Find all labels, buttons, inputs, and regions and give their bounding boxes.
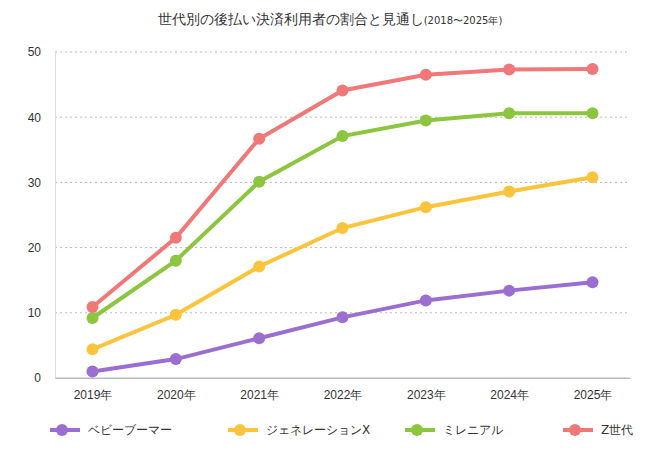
point <box>170 353 182 365</box>
grid-line <box>55 247 630 248</box>
grid-line <box>55 182 630 183</box>
y-tick-label: 50 <box>28 45 42 59</box>
legend-marker <box>569 424 581 436</box>
y-tick-label: 30 <box>28 176 42 190</box>
y-tick: 10 <box>28 306 55 320</box>
chart: 世代別の後払い決済利用者の割合と見通し(2018〜2025年) 0 10 20 30 40… <box>0 0 660 450</box>
x-tick: 2024年 <box>490 378 529 402</box>
series-line <box>93 69 593 307</box>
x-axis-line <box>56 378 631 379</box>
point <box>87 312 99 324</box>
series-line <box>93 113 593 318</box>
grid <box>55 52 630 378</box>
point <box>253 261 265 273</box>
x-tick-label: 2022年 <box>324 388 363 402</box>
x-tick-label: 2025年 <box>574 388 613 402</box>
y-axis: 0 10 20 30 40 50 <box>28 45 56 385</box>
x-tick-label: 2021年 <box>240 388 279 402</box>
point <box>253 332 265 344</box>
y-tick-label: 40 <box>28 111 42 125</box>
y-tick: 0 <box>34 371 55 385</box>
series <box>87 107 599 324</box>
x-tick: 2025年 <box>574 378 613 402</box>
legend-label: ジェネレーションX <box>266 423 370 437</box>
point <box>587 107 599 119</box>
y-tick: 50 <box>28 45 55 59</box>
point <box>337 222 349 234</box>
point <box>170 309 182 321</box>
x-tick-label: 2019年 <box>74 388 113 402</box>
x-tick: 2023年 <box>407 378 446 402</box>
x-tick-label: 2020年 <box>157 388 196 402</box>
legend-entry: Z世代 <box>563 423 633 437</box>
point <box>337 130 349 142</box>
title: 世代別の後払い決済利用者の割合と見通し <box>158 11 424 27</box>
point <box>587 276 599 288</box>
point <box>253 133 265 145</box>
point <box>503 285 515 297</box>
x-tick: 2021年 <box>240 378 279 402</box>
title-line: 世代別の後払い決済利用者の割合と見通し(2018〜2025年) <box>158 11 503 27</box>
x-tick-label: 2024年 <box>490 388 529 402</box>
point <box>337 84 349 96</box>
y-tick: 20 <box>28 241 55 255</box>
point <box>420 294 432 306</box>
point <box>337 311 349 323</box>
legend-label: ミレニアル <box>443 423 503 437</box>
y-tick-label: 0 <box>34 371 41 385</box>
point <box>87 343 99 355</box>
point <box>420 201 432 213</box>
y-tick: 40 <box>28 111 55 125</box>
y-tick-label: 20 <box>28 241 42 255</box>
series-line <box>93 282 593 371</box>
series <box>87 276 599 377</box>
grid-line <box>55 378 630 379</box>
point <box>87 301 99 313</box>
legend-entry: ベビーブーマー <box>50 423 172 437</box>
point <box>420 114 432 126</box>
x-tick-label: 2023年 <box>407 388 446 402</box>
y-tick-label: 10 <box>28 306 42 320</box>
series <box>87 63 599 313</box>
plot-area <box>87 63 599 378</box>
point <box>170 232 182 244</box>
legend-marker <box>411 424 423 436</box>
point <box>87 365 99 377</box>
y-axis-line <box>55 53 56 379</box>
grid-line <box>55 117 630 118</box>
x-tick: 2020年 <box>157 378 196 402</box>
x-tick: 2022年 <box>324 378 363 402</box>
legend-marker <box>234 424 246 436</box>
subtitle: (2018〜2025年) <box>424 15 503 26</box>
series <box>87 171 599 355</box>
x-axis: 2019年 2020年 2021年 2022年 2023年 2024年 2025年 <box>56 378 631 402</box>
point <box>587 63 599 75</box>
point <box>587 171 599 183</box>
legend-entry: ジェネレーションX <box>228 423 370 437</box>
point <box>253 176 265 188</box>
legend: ベビーブーマー ジェネレーションX ミレニアル Z世代 <box>50 423 633 437</box>
x-tick: 2019年 <box>74 378 113 402</box>
point <box>503 107 515 119</box>
point <box>420 69 432 81</box>
grid-line <box>55 52 630 53</box>
series-line <box>93 177 593 349</box>
legend-marker <box>56 424 68 436</box>
legend-label: ベビーブーマー <box>88 423 172 437</box>
legend-label: Z世代 <box>601 423 633 437</box>
y-tick: 30 <box>28 176 55 190</box>
legend-entry: ミレニアル <box>405 423 503 437</box>
point <box>503 64 515 76</box>
point <box>503 186 515 198</box>
point <box>170 255 182 267</box>
